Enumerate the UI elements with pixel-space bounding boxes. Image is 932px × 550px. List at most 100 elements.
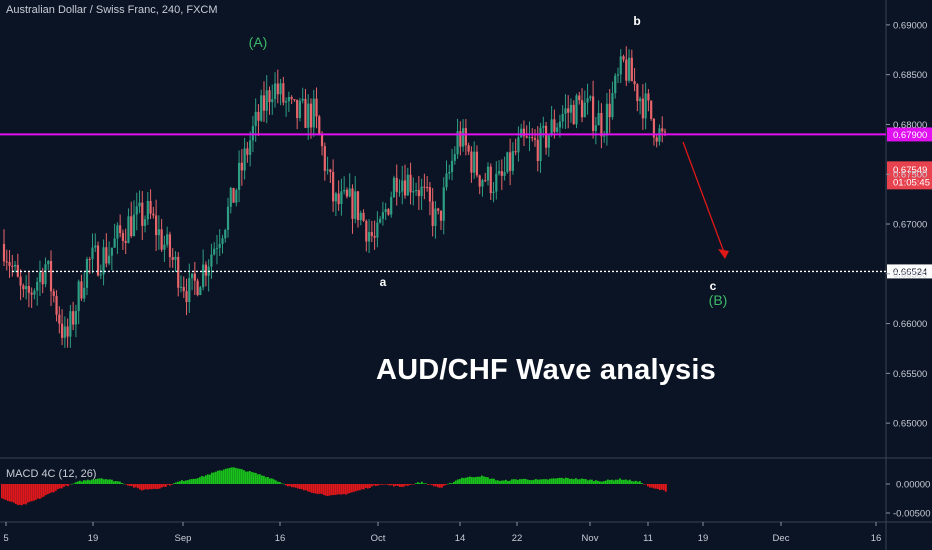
candle-body — [88, 259, 91, 261]
candle-body — [99, 274, 102, 276]
macd-bar — [597, 480, 599, 484]
candle-body — [44, 264, 47, 285]
candle-body — [572, 104, 575, 125]
candle-body — [622, 56, 625, 60]
macd-bar — [215, 471, 217, 484]
macd-bar — [437, 484, 439, 488]
time-tick-label: 22 — [512, 533, 523, 544]
macd-bar — [511, 479, 513, 484]
candle-body — [38, 272, 42, 283]
macd-bar — [289, 484, 291, 487]
price-tick-label: 0.67500 — [893, 170, 927, 181]
macd-bar — [605, 480, 607, 484]
macd-bar — [377, 484, 379, 486]
macd-bar — [119, 481, 121, 484]
candle-body — [486, 166, 490, 181]
macd-bar — [201, 475, 203, 484]
macd-bar — [109, 479, 111, 484]
level-badge-label: 0.66524 — [893, 267, 927, 278]
macd-bar — [495, 480, 497, 484]
candle-body — [467, 145, 470, 152]
candle-body — [30, 292, 33, 295]
macd-bar — [257, 474, 259, 484]
candle-body — [202, 264, 205, 288]
macd-bar — [151, 484, 153, 490]
candle-body — [254, 111, 257, 127]
candle-body — [332, 171, 335, 202]
macd-bar — [69, 484, 71, 485]
macd-bar — [263, 475, 265, 484]
candle-body — [392, 177, 396, 198]
macd-bar — [205, 475, 207, 484]
candle-body — [190, 273, 194, 279]
macd-bar — [313, 484, 315, 494]
level-badge — [887, 127, 932, 142]
macd-bar — [443, 484, 445, 486]
candle-body — [597, 112, 600, 126]
macd-bar — [501, 480, 503, 484]
macd-bar — [493, 478, 495, 484]
macd-bar — [453, 481, 455, 484]
macd-bar — [455, 480, 457, 484]
macd-bar — [55, 484, 57, 491]
macd-bar — [423, 483, 425, 484]
candle-series — [2, 46, 667, 348]
macd-bar — [11, 484, 13, 502]
candle-body — [58, 314, 61, 324]
candle-body — [107, 255, 111, 264]
macd-bar — [427, 484, 429, 485]
candle-body — [174, 256, 177, 260]
candle-body — [74, 311, 78, 325]
macd-bar — [561, 477, 563, 484]
candle-body — [301, 98, 304, 101]
macd-bar — [5, 484, 7, 500]
macd-bar — [105, 479, 107, 484]
candle-body — [210, 254, 213, 267]
candle-body — [550, 119, 553, 136]
macd-bar — [281, 483, 283, 484]
macd-bar — [473, 477, 475, 484]
macd-bar — [657, 484, 659, 490]
candle-body — [553, 119, 556, 132]
candle-body — [636, 84, 639, 102]
candle-body — [503, 172, 506, 176]
price-tick-label: 0.69000 — [893, 20, 927, 31]
candle-body — [315, 98, 318, 117]
candle-body — [428, 187, 432, 202]
macd-bar — [241, 469, 243, 484]
candle-body — [511, 151, 514, 171]
macd-bar — [41, 484, 43, 498]
candle-body — [27, 286, 30, 293]
macd-bar — [255, 473, 257, 484]
macd-bar — [429, 484, 431, 485]
macd-bar — [171, 484, 173, 485]
macd-bar — [343, 484, 345, 495]
time-tick-label: 11 — [643, 533, 653, 544]
macd-bar — [373, 484, 375, 486]
macd-bar — [439, 484, 441, 488]
macd-bar — [351, 484, 353, 493]
candle-body — [47, 260, 50, 265]
candle-body — [279, 83, 282, 95]
macd-bar — [389, 484, 391, 486]
price-tick-label: 0.66000 — [893, 319, 927, 330]
macd-bar — [303, 484, 305, 491]
macd-bar — [399, 484, 401, 487]
macd-bar — [639, 481, 641, 484]
macd-bar — [305, 484, 307, 491]
candle-body — [110, 247, 113, 256]
candle-body — [152, 213, 155, 216]
macd-bar — [279, 482, 281, 484]
macd-bar — [571, 478, 573, 484]
candle-body — [130, 216, 133, 237]
macd-bar — [665, 484, 667, 492]
candle-body — [539, 127, 542, 162]
macd-bar — [87, 479, 89, 484]
macd-bar — [179, 481, 181, 484]
time-axis: 5 19 Sep 16 Oct 14 22 Nov 11 19 Dec 16 — [3, 522, 881, 544]
candle-body — [578, 95, 581, 101]
macd-bar — [587, 480, 589, 484]
macd-bar — [393, 484, 395, 487]
candle-body — [318, 116, 321, 135]
